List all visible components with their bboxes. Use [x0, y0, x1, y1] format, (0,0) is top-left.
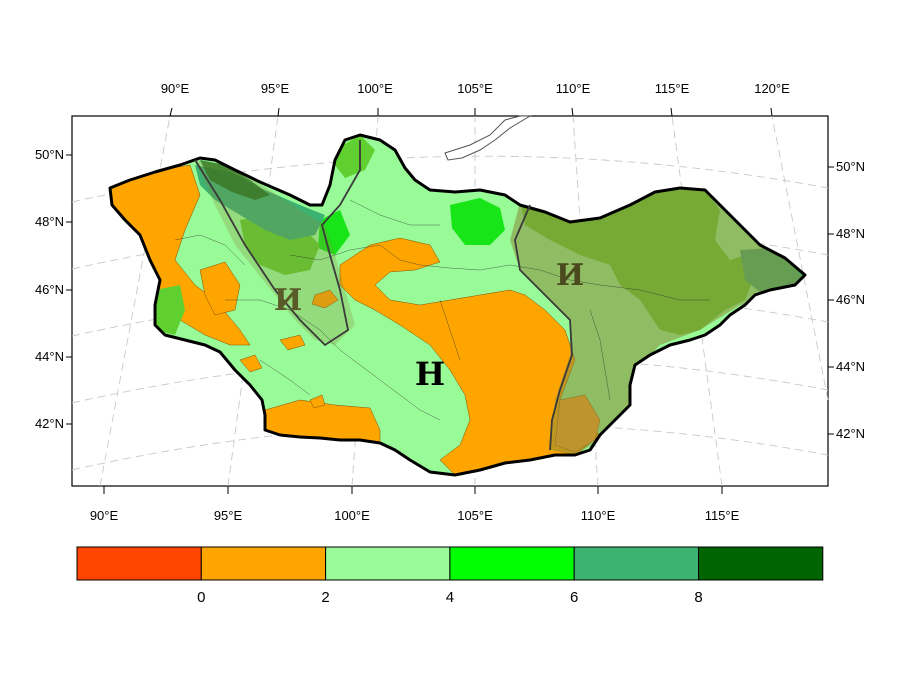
orange-islet-2: [279, 334, 306, 351]
colorbar-box: [200, 546, 327, 581]
colorbar-box: [325, 546, 451, 581]
colorbar-label: 2: [321, 589, 329, 606]
orange-islet-4: [311, 289, 339, 309]
colorbar-box: [76, 546, 202, 581]
right-tick-label: 46°N: [836, 292, 865, 307]
top-tick-label: 115°E: [655, 81, 690, 96]
zone-boundary-east: [514, 204, 573, 451]
bottom-tick-label: 95°E: [214, 508, 243, 523]
lon-line-120: [771, 115, 829, 401]
precip-regions: [110, 135, 805, 475]
top-longitude-ticks: 90°E 95°E 100°E 105°E 110°E 115°E 120°E: [161, 81, 790, 117]
colorbar-box: [573, 546, 700, 581]
right-tick-label: 48°N: [836, 226, 865, 241]
top-tick-label: 110°E: [556, 81, 591, 96]
right-tick-label: 50°N: [836, 159, 865, 174]
bottom-tick-label: 110°E: [581, 508, 616, 523]
colorbar-label: 6: [570, 589, 578, 606]
colorbar-label: 0: [197, 589, 205, 606]
left-tick-label: 46°N: [35, 282, 64, 297]
left-tick-label: 42°N: [35, 416, 64, 431]
zone-east-overlay: [510, 185, 805, 455]
colorbar-box: [449, 546, 575, 581]
zone-boundary-west: [194, 140, 361, 347]
zone-label-center: Н: [415, 355, 445, 393]
colorbar-label: 4: [446, 589, 454, 606]
top-tick-label: 100°E: [357, 81, 393, 96]
top-tick-label: 90°E: [161, 81, 190, 96]
region-4-6-north: [450, 198, 505, 245]
bottom-tick-label: 90°E: [90, 508, 119, 523]
province-boundaries: [174, 199, 710, 421]
colorbar: 0 2 4 6 8: [76, 546, 824, 606]
top-tick-label: 105°E: [457, 81, 493, 96]
region-0-2-west-b: [199, 261, 241, 316]
right-tick-label: 44°N: [836, 359, 865, 374]
left-tick-label: 44°N: [35, 349, 64, 364]
top-tick-label: 120°E: [754, 81, 790, 96]
zone-label-east: И: [556, 258, 584, 293]
region-4-6-north-tip: [335, 135, 375, 178]
orange-islet-1: [239, 354, 263, 373]
orange-islet-3: [309, 394, 326, 409]
left-latitude-ticks: 50°N 48°N 46°N 44°N 42°N: [35, 147, 72, 431]
lake-coastline: [444, 115, 532, 161]
bottom-longitude-ticks: 90°E 95°E 100°E 105°E 110°E 115°E: [90, 486, 740, 523]
right-tick-label: 42°N: [836, 426, 865, 441]
left-tick-label: 50°N: [35, 147, 64, 162]
right-latitude-ticks: 50°N 48°N 46°N 44°N 42°N: [828, 159, 865, 441]
zone-west-overlay: [195, 160, 355, 345]
zone-label-west: И: [274, 283, 302, 318]
region-8-plus: [200, 160, 270, 200]
top-tick-label: 95°E: [261, 81, 290, 96]
bottom-tick-label: 100°E: [334, 508, 370, 523]
region-4-6-farwest: [155, 285, 185, 335]
bottom-tick-label: 105°E: [457, 508, 493, 523]
colorbar-box: [698, 546, 824, 581]
national-border: [108, 133, 807, 477]
bottom-tick-label: 115°E: [705, 508, 740, 523]
colorbar-label: 8: [694, 589, 702, 606]
left-tick-label: 48°N: [35, 214, 64, 229]
